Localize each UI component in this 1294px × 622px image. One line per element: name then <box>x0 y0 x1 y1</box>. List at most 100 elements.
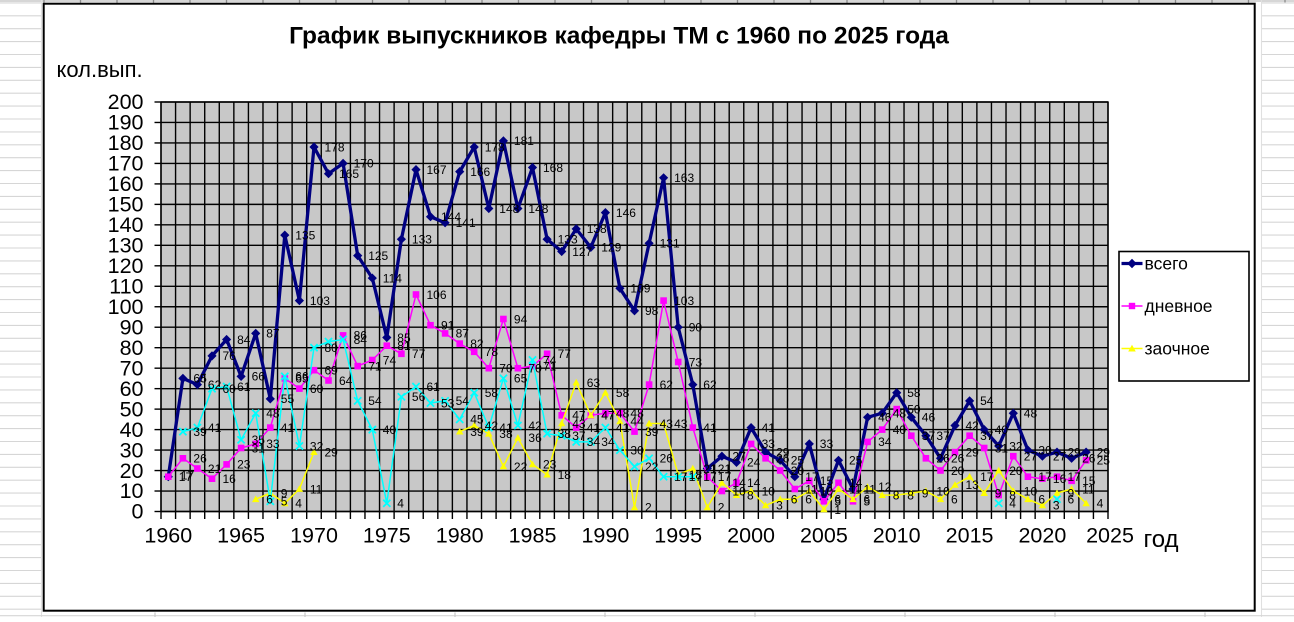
svg-text:5: 5 <box>834 495 841 509</box>
svg-text:18: 18 <box>689 468 703 482</box>
svg-text:146: 146 <box>616 206 636 220</box>
svg-text:71: 71 <box>368 359 382 373</box>
svg-text:54: 54 <box>980 394 994 408</box>
svg-text:190: 190 <box>108 111 144 135</box>
svg-text:43: 43 <box>660 417 674 431</box>
svg-text:82: 82 <box>470 337 484 351</box>
svg-text:2000: 2000 <box>727 524 775 548</box>
svg-text:131: 131 <box>660 237 680 251</box>
svg-text:70: 70 <box>499 362 513 376</box>
svg-text:76: 76 <box>223 349 237 363</box>
svg-text:26: 26 <box>1082 452 1096 466</box>
svg-text:120: 120 <box>108 254 144 278</box>
svg-text:1965: 1965 <box>217 524 265 548</box>
svg-text:29: 29 <box>776 445 790 459</box>
svg-text:9: 9 <box>995 486 1002 500</box>
svg-text:44: 44 <box>630 415 644 429</box>
svg-text:17: 17 <box>179 470 193 484</box>
svg-text:41: 41 <box>281 421 295 435</box>
svg-text:39: 39 <box>470 425 484 439</box>
svg-text:58: 58 <box>485 386 499 400</box>
svg-text:График выпускников кафедры ТМ: График выпускников кафедры ТМ с 1960 по … <box>289 23 949 50</box>
svg-text:127: 127 <box>572 245 592 259</box>
svg-text:87: 87 <box>266 327 280 341</box>
svg-text:74: 74 <box>543 353 557 367</box>
svg-text:73: 73 <box>689 355 703 369</box>
svg-text:60: 60 <box>310 382 324 396</box>
svg-text:4: 4 <box>295 497 302 511</box>
svg-text:41: 41 <box>208 421 222 435</box>
svg-text:77: 77 <box>558 347 572 361</box>
svg-text:16: 16 <box>1053 472 1067 486</box>
svg-text:160: 160 <box>108 172 144 196</box>
svg-text:47: 47 <box>601 409 615 423</box>
svg-text:78: 78 <box>485 345 499 359</box>
svg-text:дневное: дневное <box>1145 296 1213 316</box>
svg-text:3: 3 <box>1053 499 1060 513</box>
svg-text:31: 31 <box>252 441 266 455</box>
svg-text:5: 5 <box>864 495 871 509</box>
svg-text:30: 30 <box>1038 443 1052 457</box>
svg-text:165: 165 <box>339 167 359 181</box>
svg-text:54: 54 <box>456 394 470 408</box>
svg-text:2005: 2005 <box>800 524 848 548</box>
svg-text:33: 33 <box>266 437 280 451</box>
svg-text:58: 58 <box>907 386 921 400</box>
svg-text:17: 17 <box>1068 470 1082 484</box>
svg-text:11: 11 <box>864 482 877 496</box>
svg-text:4: 4 <box>1097 497 1104 511</box>
svg-text:47: 47 <box>601 409 615 423</box>
svg-text:16: 16 <box>223 472 237 486</box>
svg-text:47: 47 <box>572 409 586 423</box>
svg-text:62: 62 <box>208 378 222 392</box>
svg-text:69: 69 <box>325 364 339 378</box>
svg-text:50: 50 <box>907 402 921 416</box>
svg-text:4: 4 <box>1009 497 1016 511</box>
svg-text:17: 17 <box>674 470 688 484</box>
svg-text:6: 6 <box>864 493 871 507</box>
svg-text:1: 1 <box>834 503 841 517</box>
svg-text:125: 125 <box>368 249 388 263</box>
svg-text:103: 103 <box>310 294 330 308</box>
svg-text:103: 103 <box>674 294 694 308</box>
svg-text:114: 114 <box>383 271 402 285</box>
svg-text:23: 23 <box>237 458 251 472</box>
svg-text:62: 62 <box>703 378 717 392</box>
svg-text:56: 56 <box>412 390 426 404</box>
svg-text:29: 29 <box>1068 445 1082 459</box>
svg-text:22: 22 <box>514 460 528 474</box>
svg-text:1990: 1990 <box>581 524 629 548</box>
svg-text:42: 42 <box>966 419 980 433</box>
svg-text:2: 2 <box>645 501 652 515</box>
svg-text:6: 6 <box>834 493 841 507</box>
svg-text:2015: 2015 <box>946 524 994 548</box>
svg-text:14: 14 <box>849 476 863 490</box>
svg-text:148: 148 <box>499 202 519 216</box>
svg-text:37: 37 <box>980 429 994 443</box>
svg-text:21: 21 <box>703 462 717 476</box>
svg-text:48: 48 <box>616 407 630 421</box>
svg-text:31: 31 <box>995 441 1009 455</box>
svg-text:60: 60 <box>120 377 144 401</box>
svg-text:год: год <box>1144 526 1179 553</box>
svg-text:14: 14 <box>747 476 761 490</box>
svg-text:17: 17 <box>689 470 703 484</box>
svg-text:70: 70 <box>528 362 542 376</box>
svg-text:30: 30 <box>120 438 144 462</box>
svg-text:6: 6 <box>791 493 798 507</box>
svg-text:11: 11 <box>1082 482 1095 496</box>
svg-text:9: 9 <box>1068 486 1075 500</box>
svg-text:90: 90 <box>689 321 703 335</box>
svg-text:168: 168 <box>543 161 563 175</box>
svg-text:29: 29 <box>966 445 980 459</box>
svg-text:106: 106 <box>427 288 447 302</box>
svg-text:41: 41 <box>499 421 513 435</box>
svg-text:6: 6 <box>951 493 958 507</box>
svg-text:148: 148 <box>528 202 548 216</box>
svg-text:130: 130 <box>108 234 144 258</box>
svg-text:27: 27 <box>1024 450 1038 464</box>
svg-text:14: 14 <box>732 476 746 490</box>
svg-text:61: 61 <box>427 380 441 394</box>
svg-text:17: 17 <box>805 470 819 484</box>
svg-text:17: 17 <box>1038 470 1052 484</box>
